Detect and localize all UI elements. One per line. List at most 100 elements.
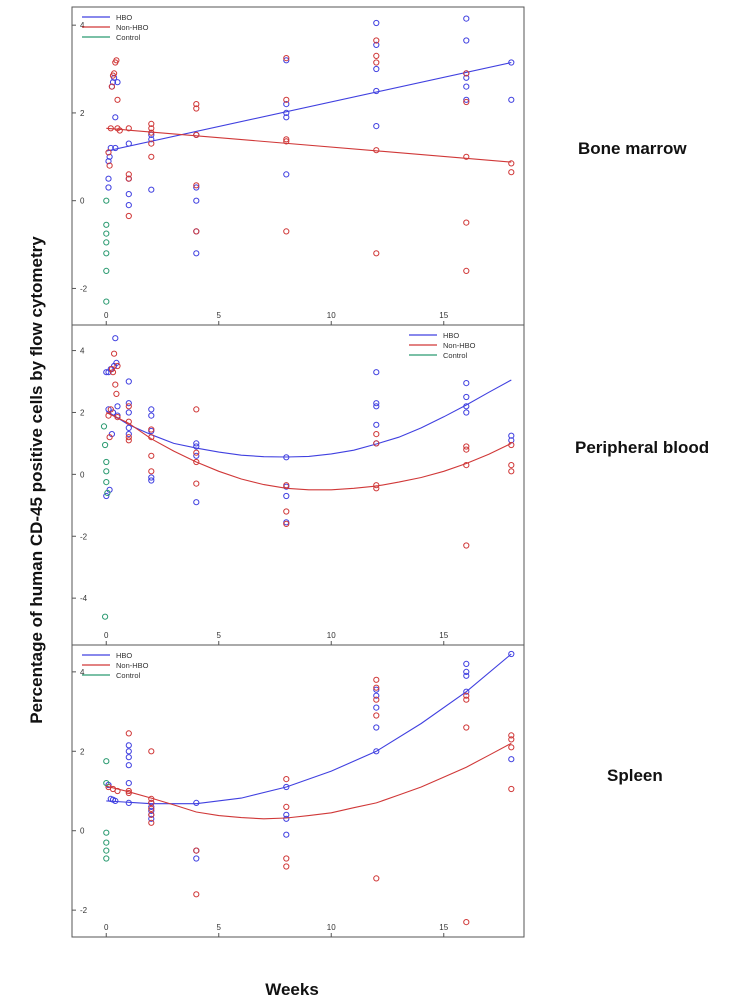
point-non-hbo: [114, 362, 121, 370]
y-tick-label: 2: [80, 109, 85, 118]
fit-line-non-hbo: [106, 412, 512, 491]
point-hbo: [463, 96, 470, 103]
point-hbo: [463, 74, 470, 81]
point-non-hbo: [463, 98, 470, 106]
point-hbo: [193, 184, 200, 191]
point-hbo: [463, 393, 470, 401]
point-hbo: [125, 431, 132, 438]
point-hbo: [283, 831, 290, 838]
point-non-hbo: [193, 480, 200, 487]
legend-label: HBO: [116, 13, 132, 22]
point-non-hbo: [125, 171, 132, 178]
point-hbo: [508, 59, 515, 66]
panel-frame: [71, 324, 525, 646]
point-hbo: [193, 452, 200, 459]
x-tick-label: 0: [104, 311, 109, 320]
point-hbo: [125, 409, 132, 416]
point-control: [104, 489, 111, 496]
point-hbo: [463, 668, 470, 676]
point-hbo: [193, 799, 200, 807]
point-hbo: [193, 855, 200, 862]
point-control: [102, 613, 109, 620]
point-non-hbo: [114, 96, 121, 103]
series-control: [103, 758, 110, 862]
x-tick-label: 0: [104, 923, 109, 932]
point-non-hbo: [508, 169, 515, 176]
point-hbo: [373, 19, 380, 27]
y-tick-label: 4: [80, 668, 85, 677]
point-non-hbo: [463, 70, 470, 77]
point-hbo: [114, 403, 121, 410]
point-hbo: [283, 492, 290, 500]
point-non-hbo: [109, 369, 117, 376]
point-hbo: [373, 403, 380, 410]
point-non-hbo: [193, 105, 200, 112]
point-non-hbo: [112, 381, 119, 388]
point-hbo: [125, 191, 132, 198]
point-non-hbo: [373, 250, 380, 257]
point-hbo: [508, 756, 515, 763]
point-non-hbo: [283, 482, 290, 489]
point-hbo: [148, 412, 155, 419]
point-hbo: [125, 799, 132, 807]
point-non-hbo: [373, 676, 380, 683]
point-non-hbo: [148, 819, 155, 826]
point-non-hbo: [107, 406, 114, 413]
series-non-hbo: [105, 350, 515, 549]
legend-label: HBO: [116, 651, 132, 660]
x-tick-label: 15: [439, 631, 448, 640]
point-hbo: [125, 424, 132, 431]
point-non-hbo: [125, 730, 132, 737]
point-control: [103, 758, 110, 765]
point-hbo: [463, 672, 470, 679]
point-non-hbo: [283, 520, 290, 528]
point-non-hbo: [508, 736, 515, 743]
x-tick-label: 15: [439, 923, 448, 932]
point-hbo: [193, 499, 200, 506]
point-non-hbo: [373, 684, 380, 691]
point-non-hbo: [283, 138, 290, 145]
point-non-hbo: [193, 101, 200, 108]
point-non-hbo: [114, 787, 121, 795]
point-hbo: [463, 37, 470, 44]
point-non-hbo: [373, 431, 380, 438]
point-non-hbo: [125, 789, 132, 797]
point-hbo: [193, 443, 200, 450]
point-non-hbo: [193, 449, 200, 456]
point-non-hbo: [508, 744, 515, 751]
point-non-hbo: [125, 175, 132, 182]
point-non-hbo: [193, 891, 200, 898]
point-non-hbo: [463, 696, 470, 703]
point-hbo: [373, 123, 380, 130]
point-control: [103, 458, 110, 466]
point-non-hbo: [508, 785, 515, 793]
point-non-hbo: [193, 131, 200, 138]
point-non-hbo: [283, 136, 290, 143]
point-hbo: [373, 686, 380, 693]
legend-label: Non-HBO: [116, 661, 149, 670]
point-non-hbo: [373, 59, 380, 66]
legend-label: HBO: [443, 331, 459, 340]
point-hbo: [109, 79, 117, 86]
point-hbo: [125, 748, 132, 755]
x-tick-label: 5: [217, 631, 222, 640]
region-label-spleen: Spleen: [607, 766, 663, 785]
region-label-peripheral-blood: Peripheral blood: [575, 438, 709, 457]
point-hbo: [508, 650, 515, 658]
point-hbo: [463, 660, 470, 668]
y-tick-label: 2: [80, 747, 85, 756]
point-hbo: [125, 140, 132, 147]
point-non-hbo: [283, 55, 290, 62]
point-non-hbo: [116, 127, 123, 134]
legend-label: Non-HBO: [116, 23, 149, 32]
point-hbo: [148, 803, 155, 811]
point-non-hbo: [463, 443, 470, 450]
x-tick-label: 10: [327, 631, 336, 640]
point-hbo: [125, 400, 132, 407]
point-control: [100, 423, 108, 430]
point-non-hbo: [193, 228, 200, 235]
y-axis-title: Percentage of human CD-45 positive cells…: [27, 236, 46, 724]
y-tick-label: 0: [80, 197, 85, 206]
point-hbo: [283, 101, 290, 108]
